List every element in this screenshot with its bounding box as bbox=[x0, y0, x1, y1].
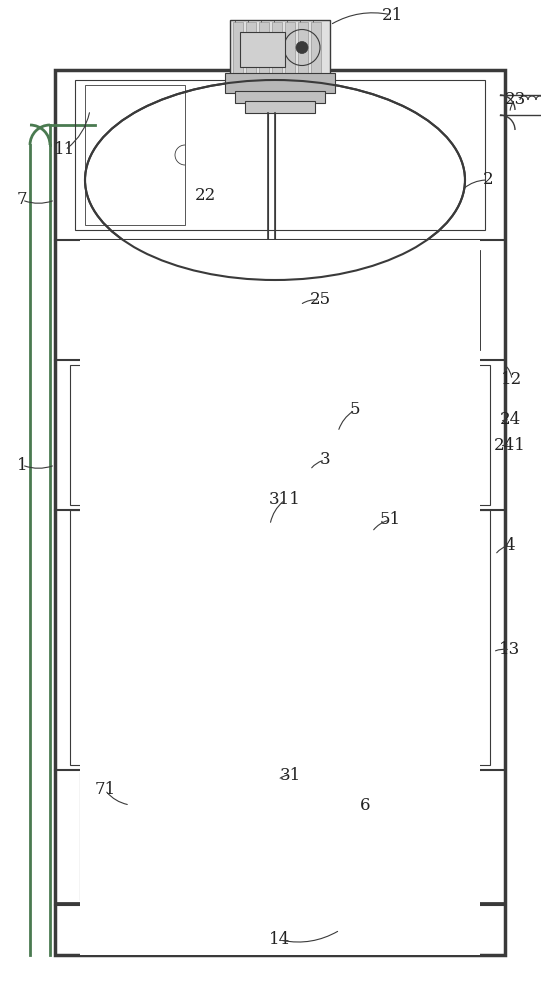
Bar bbox=[233, 22, 243, 73]
Text: 31: 31 bbox=[279, 766, 301, 784]
Text: 12: 12 bbox=[502, 371, 523, 388]
Bar bbox=[168, 835, 186, 880]
Text: 25: 25 bbox=[309, 292, 331, 308]
Bar bbox=[235, 91, 325, 103]
Bar bbox=[262, 780, 282, 790]
Text: 6: 6 bbox=[360, 796, 370, 814]
Bar bbox=[185, 781, 450, 893]
Bar bbox=[80, 772, 460, 900]
Bar bbox=[259, 22, 269, 73]
Bar bbox=[80, 240, 480, 955]
Bar bbox=[148, 758, 242, 765]
Bar bbox=[283, 515, 428, 670]
Bar bbox=[83, 812, 168, 892]
Text: 5: 5 bbox=[349, 401, 360, 418]
Bar bbox=[298, 22, 308, 73]
Bar bbox=[55, 70, 505, 955]
Circle shape bbox=[184, 712, 200, 728]
Text: 51: 51 bbox=[379, 512, 400, 528]
Circle shape bbox=[352, 712, 368, 728]
Bar bbox=[70, 365, 490, 505]
Bar bbox=[75, 80, 485, 230]
Bar bbox=[240, 32, 285, 67]
Text: 3: 3 bbox=[320, 452, 331, 468]
Bar bbox=[85, 85, 185, 225]
Bar bbox=[408, 448, 430, 470]
Circle shape bbox=[415, 455, 423, 463]
Text: 7: 7 bbox=[17, 192, 27, 209]
Text: 13: 13 bbox=[499, 642, 520, 658]
Circle shape bbox=[125, 455, 133, 463]
Circle shape bbox=[189, 717, 195, 723]
Bar bbox=[55, 903, 505, 955]
Bar bbox=[145, 732, 245, 760]
Text: 71: 71 bbox=[94, 782, 116, 798]
Circle shape bbox=[357, 717, 363, 723]
Bar bbox=[246, 22, 256, 73]
Text: 14: 14 bbox=[269, 932, 291, 948]
Text: 4: 4 bbox=[505, 536, 516, 554]
Text: 23: 23 bbox=[504, 92, 526, 108]
Text: 241: 241 bbox=[494, 436, 526, 454]
Bar bbox=[313, 758, 407, 765]
Bar bbox=[311, 22, 321, 73]
Circle shape bbox=[270, 716, 286, 732]
Bar bbox=[118, 448, 140, 470]
Text: 22: 22 bbox=[194, 186, 216, 204]
Bar bbox=[70, 510, 490, 765]
Bar bbox=[120, 515, 265, 670]
Bar bbox=[272, 22, 282, 73]
Bar bbox=[90, 257, 170, 345]
Text: 1: 1 bbox=[17, 456, 27, 474]
Bar bbox=[80, 250, 480, 350]
Text: 21: 21 bbox=[381, 6, 403, 23]
Circle shape bbox=[250, 716, 266, 732]
Circle shape bbox=[296, 41, 308, 53]
Bar bbox=[310, 732, 410, 760]
Text: 11: 11 bbox=[55, 141, 76, 158]
Bar bbox=[230, 20, 330, 75]
Text: 311: 311 bbox=[269, 491, 301, 508]
Text: 24: 24 bbox=[499, 412, 520, 428]
Bar bbox=[245, 101, 315, 113]
Bar bbox=[225, 73, 335, 93]
Text: 2: 2 bbox=[483, 172, 493, 188]
Bar bbox=[183, 840, 191, 875]
Bar bbox=[285, 22, 295, 73]
